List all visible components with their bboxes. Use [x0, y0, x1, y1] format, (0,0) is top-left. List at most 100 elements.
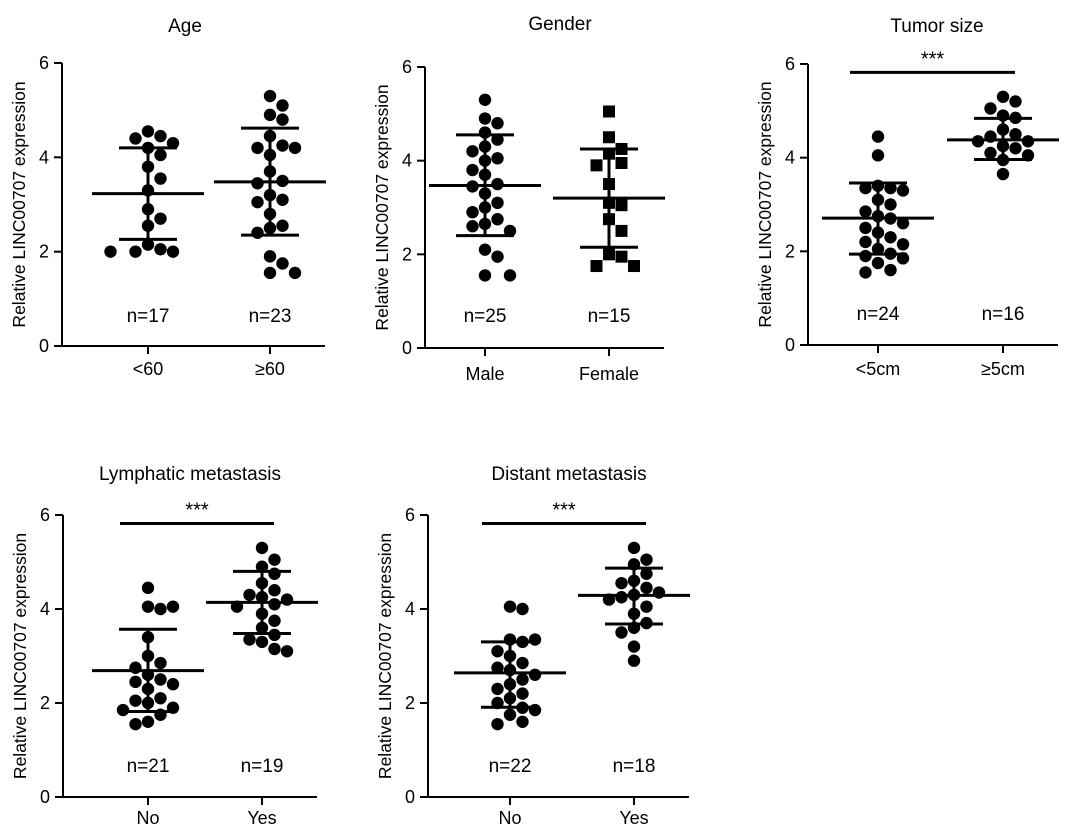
data-point: [141, 238, 155, 251]
data-point: [166, 600, 180, 613]
y-tick-label: 2: [402, 244, 412, 264]
panel-title: Age: [168, 16, 202, 37]
data-point: [276, 257, 289, 270]
data-point: [255, 635, 269, 649]
data-point: [1009, 142, 1022, 155]
data-point: [154, 148, 167, 162]
data-point: [166, 245, 180, 258]
data-point: [280, 593, 294, 606]
data-point: [516, 673, 529, 686]
y-tick-label: 0: [39, 336, 49, 356]
data-point: [243, 633, 256, 646]
panel-5: Distant metastasis 0 2 4 6 Relative LINC00707…: [375, 464, 690, 828]
data-point: [288, 141, 302, 155]
panel-2: Gender 0 2 4 6 Relative LINC00707 expression M…: [372, 14, 665, 384]
sample-size-label: n=24: [857, 304, 900, 325]
data-point: [478, 112, 492, 125]
data-point: [503, 600, 517, 613]
group-1: [92, 581, 204, 731]
data-point: [1009, 95, 1022, 108]
data-point: [154, 172, 167, 185]
significance-label: ***: [552, 499, 576, 521]
data-point: [615, 591, 628, 604]
panel-4: Lymphatic metastasis 0 2 4 6 Relative LINC007…: [10, 464, 318, 828]
y-tick-label: 6: [39, 53, 49, 73]
group-1: [92, 125, 204, 258]
data-point: [276, 113, 289, 126]
data-point: [478, 243, 492, 256]
data-point: [478, 93, 492, 106]
sample-size-label: n=17: [127, 306, 170, 327]
data-point: [491, 117, 504, 130]
data-point: [859, 266, 872, 279]
data-point: [268, 642, 281, 656]
data-point: [276, 193, 289, 206]
data-point: [859, 249, 872, 263]
data-point: [516, 687, 529, 700]
panel-title: Gender: [528, 14, 592, 35]
data-point: [466, 145, 479, 158]
data-point: [154, 692, 167, 705]
x-category-label: Yes: [619, 808, 648, 828]
data-point: [251, 226, 264, 239]
data-point: [984, 102, 997, 115]
data-point: [503, 224, 517, 238]
significance-label: ***: [185, 499, 209, 521]
data-point: [871, 149, 885, 162]
x-category-label: No: [498, 808, 521, 828]
y-tick-label: 2: [785, 241, 795, 261]
data-point: [466, 163, 479, 177]
data-point: [166, 136, 180, 150]
data-point: [263, 108, 277, 122]
data-point-square: [603, 105, 615, 118]
y-tick-label: 6: [405, 505, 415, 525]
data-point: [276, 219, 289, 232]
data-point: [528, 633, 542, 646]
data-point: [141, 125, 155, 138]
data-point-square: [615, 250, 628, 263]
y-axis-label: Relative LINC00707 expression: [10, 533, 30, 779]
data-point: [491, 717, 504, 731]
y-tick-label: 4: [405, 599, 415, 619]
data-point: [129, 661, 142, 674]
y-tick-label: 0: [40, 787, 50, 807]
data-point: [154, 212, 167, 225]
data-point: [466, 220, 479, 233]
y-axis-label: Relative LINC00707 expression: [375, 533, 395, 779]
sample-size-label: n=21: [127, 756, 170, 777]
data-point: [896, 238, 910, 251]
data-point: [627, 541, 641, 555]
data-point-square: [603, 131, 615, 144]
data-point: [263, 250, 277, 263]
data-point: [154, 243, 167, 256]
panel-title: Tumor size: [890, 16, 983, 37]
data-point: [268, 584, 281, 597]
data-point: [104, 245, 117, 258]
data-point: [491, 196, 504, 210]
sample-size-label: n=15: [588, 306, 631, 327]
panel-3: Tumor size 0 2 4 6 Relative LINC00707 express…: [755, 16, 1059, 379]
data-point: [884, 198, 897, 211]
data-point: [871, 130, 885, 143]
group-1: [429, 93, 541, 282]
data-point: [528, 703, 542, 717]
sample-size-label: n=16: [982, 304, 1025, 325]
group-1: [454, 600, 566, 731]
data-point-square: [615, 157, 628, 170]
panel-title: Distant metastasis: [491, 464, 646, 485]
sample-size-label: n=25: [464, 306, 507, 327]
data-point: [280, 645, 294, 658]
y-tick-label: 0: [405, 787, 415, 807]
y-tick-label: 4: [39, 147, 49, 167]
group-2: [578, 541, 690, 667]
panel-1: Age 0 2 4 6 Relative LINC00707 expression <60 n…: [9, 16, 326, 379]
data-point: [288, 266, 302, 280]
data-point: [276, 139, 289, 152]
data-point-square: [590, 159, 603, 172]
group-2: [206, 541, 318, 658]
y-axis-label: Relative LINC00707 expression: [9, 81, 29, 327]
data-point: [859, 235, 872, 249]
data-point: [263, 89, 277, 103]
data-point: [166, 678, 180, 691]
data-point: [129, 675, 142, 689]
